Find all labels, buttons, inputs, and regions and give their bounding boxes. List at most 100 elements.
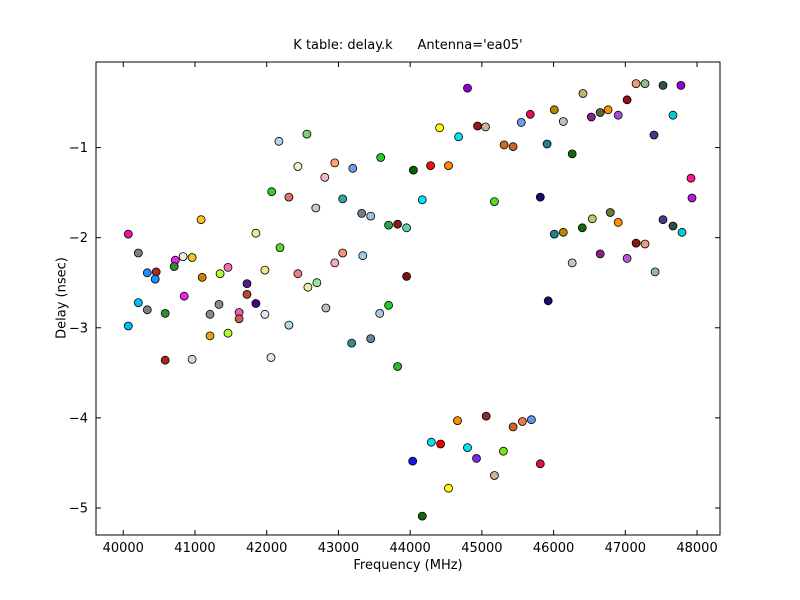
data-point bbox=[375, 308, 385, 318]
data-point bbox=[605, 208, 615, 217]
data-point bbox=[567, 149, 577, 159]
x-tick-label: 44000 bbox=[389, 541, 430, 556]
data-point bbox=[133, 248, 143, 258]
data-point bbox=[436, 439, 446, 449]
data-point bbox=[160, 355, 170, 365]
data-point bbox=[408, 456, 418, 466]
data-point bbox=[179, 291, 189, 301]
data-point bbox=[142, 268, 152, 278]
data-point bbox=[454, 132, 464, 142]
data-point bbox=[293, 162, 303, 171]
data-point bbox=[284, 192, 294, 202]
data-point bbox=[577, 223, 587, 233]
data-point bbox=[622, 253, 632, 263]
data-point bbox=[595, 249, 605, 259]
data-point bbox=[366, 211, 376, 221]
data-point bbox=[311, 203, 321, 213]
data-point bbox=[535, 192, 545, 202]
data-point bbox=[215, 269, 225, 279]
data-point bbox=[133, 298, 143, 308]
data-point bbox=[499, 140, 509, 150]
data-point bbox=[251, 228, 261, 238]
data-point bbox=[481, 411, 491, 421]
data-point bbox=[631, 79, 641, 88]
data-point bbox=[150, 274, 160, 284]
data-point bbox=[640, 239, 650, 249]
data-point bbox=[266, 353, 276, 362]
data-point bbox=[205, 331, 215, 341]
data-point bbox=[366, 334, 376, 344]
data-point bbox=[312, 278, 322, 288]
data-point bbox=[508, 422, 518, 432]
data-point bbox=[187, 354, 197, 364]
data-point bbox=[205, 309, 215, 319]
data-point bbox=[603, 105, 613, 115]
data-point bbox=[123, 229, 133, 239]
data-point bbox=[293, 269, 303, 279]
data-point bbox=[426, 161, 436, 171]
data-point bbox=[142, 305, 152, 315]
data-point bbox=[169, 262, 179, 271]
axes-frame bbox=[95, 61, 721, 536]
data-point bbox=[535, 459, 545, 469]
x-tick-label: 47000 bbox=[605, 541, 646, 556]
data-point bbox=[274, 136, 284, 146]
x-tick-label: 45000 bbox=[461, 541, 502, 556]
data-point bbox=[508, 142, 518, 152]
data-point bbox=[444, 483, 453, 493]
data-point bbox=[348, 163, 358, 173]
data-point bbox=[543, 296, 553, 306]
data-point bbox=[453, 416, 462, 426]
data-point bbox=[402, 223, 412, 233]
data-point bbox=[472, 453, 481, 463]
data-point bbox=[631, 238, 641, 248]
data-point bbox=[473, 121, 483, 131]
data-point bbox=[567, 258, 577, 268]
data-point bbox=[197, 272, 207, 282]
data-point bbox=[676, 81, 686, 90]
data-point bbox=[320, 172, 330, 182]
data-point bbox=[178, 252, 188, 262]
data-point bbox=[393, 219, 403, 229]
data-point bbox=[622, 95, 632, 105]
x-tick-label: 43000 bbox=[318, 541, 359, 556]
data-point bbox=[260, 265, 270, 275]
data-point bbox=[330, 158, 340, 168]
x-tick-label: 40000 bbox=[103, 541, 144, 556]
data-point bbox=[338, 248, 348, 258]
y-tick-label: −3 bbox=[69, 321, 88, 336]
data-point bbox=[321, 303, 331, 313]
data-point bbox=[435, 123, 445, 133]
x-tick-label: 42000 bbox=[246, 541, 287, 556]
data-point bbox=[384, 300, 394, 310]
data-point bbox=[357, 208, 367, 218]
data-point bbox=[347, 338, 357, 348]
data-point bbox=[686, 173, 696, 183]
data-point bbox=[223, 328, 233, 338]
data-point bbox=[586, 112, 596, 122]
data-point bbox=[687, 193, 697, 203]
x-tick-label: 46000 bbox=[533, 541, 574, 556]
data-point bbox=[275, 243, 285, 253]
data-point bbox=[658, 215, 668, 225]
data-point bbox=[402, 271, 412, 281]
data-point bbox=[251, 299, 261, 308]
x-tick-label: 48000 bbox=[676, 541, 717, 556]
chart-title: K table: delay.k Antenna='ea05' bbox=[293, 38, 523, 53]
data-point bbox=[516, 118, 526, 127]
data-point bbox=[613, 217, 623, 227]
data-point bbox=[481, 122, 490, 132]
data-point bbox=[284, 320, 294, 330]
data-point bbox=[242, 279, 252, 289]
x-axis-label: Frequency (MHz) bbox=[353, 558, 463, 573]
data-point bbox=[160, 308, 170, 318]
data-point bbox=[587, 214, 597, 224]
data-point bbox=[668, 110, 678, 120]
data-point bbox=[376, 153, 386, 162]
data-point bbox=[267, 187, 277, 197]
y-tick-label: −1 bbox=[69, 141, 88, 156]
data-point bbox=[417, 195, 427, 205]
data-point bbox=[578, 89, 588, 98]
data-point bbox=[242, 289, 252, 299]
